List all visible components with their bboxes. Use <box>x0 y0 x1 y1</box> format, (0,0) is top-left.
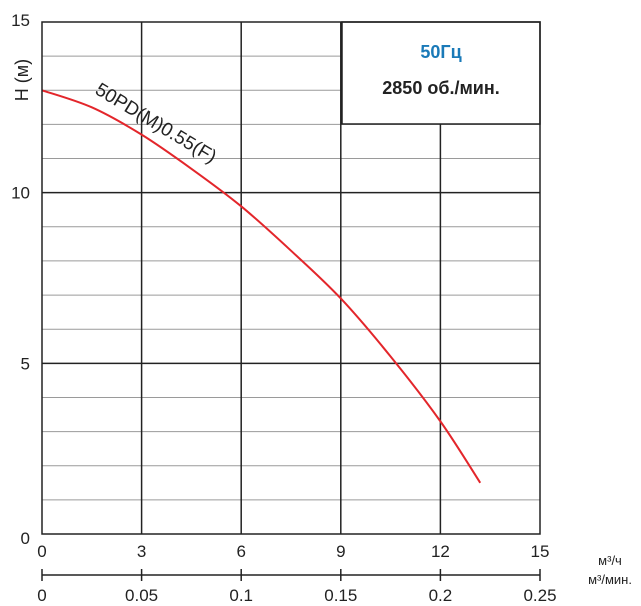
curve-label: 50PD(M)0.55(F) <box>91 79 219 168</box>
x-axis-unit-m3min: м³/мин. <box>588 572 632 587</box>
y-tick-label: 5 <box>21 354 30 373</box>
y-tick-label: 10 <box>11 184 30 203</box>
x-axis-flow-m3min: 0 0.05 0.1 0.15 0.2 0.25 <box>37 569 557 605</box>
x-tick-label-m3h: 12 <box>431 542 450 561</box>
x-tick-label-m3h: 3 <box>137 542 146 561</box>
x-tick-label-m3h: 0 <box>37 542 46 561</box>
info-box: 50Гц 2850 об./мин. <box>341 21 541 125</box>
x-tick-label-m3min: 0.1 <box>229 586 253 605</box>
x-axis-flow-m3h: 0 3 6 9 12 15 <box>37 542 549 561</box>
x-tick-label-m3min: 0.2 <box>429 586 453 605</box>
x-tick-label-m3h: 15 <box>531 542 550 561</box>
plot-frame <box>41 21 541 535</box>
series-curve <box>41 89 482 484</box>
x-axis-unit-m3h: м³/ч <box>598 553 622 568</box>
x-tick-label-m3min: 0.25 <box>523 586 556 605</box>
y-axis-ticks: 0 5 10 15 <box>11 11 30 548</box>
y-axis-label: H (м) <box>12 59 32 101</box>
info-box-frequency: 50Гц <box>420 42 461 62</box>
major-grid <box>42 22 540 534</box>
x-tick-label-m3min: 0 <box>37 586 46 605</box>
y-tick-label: 0 <box>21 529 30 548</box>
x-tick-label-m3min: 0.15 <box>324 586 357 605</box>
info-box-background <box>341 21 541 125</box>
x-tick-label-m3h: 9 <box>336 542 345 561</box>
y-tick-label: 15 <box>11 11 30 30</box>
series-layer <box>41 89 482 484</box>
x-tick-label-m3min: 0.05 <box>125 586 158 605</box>
x-tick-label-m3h: 6 <box>236 542 245 561</box>
info-box-speed: 2850 об./мин. <box>382 78 499 98</box>
